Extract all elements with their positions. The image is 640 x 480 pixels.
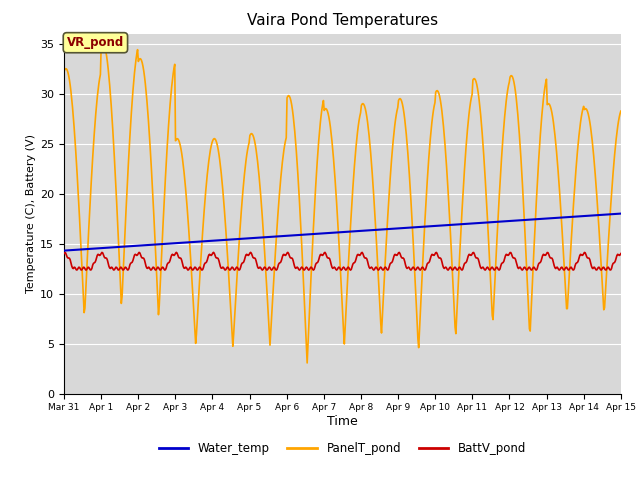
X-axis label: Time: Time: [327, 415, 358, 428]
Y-axis label: Temperature (C), Battery (V): Temperature (C), Battery (V): [26, 134, 36, 293]
Legend: Water_temp, PanelT_pond, BattV_pond: Water_temp, PanelT_pond, BattV_pond: [154, 437, 531, 460]
Text: VR_pond: VR_pond: [67, 36, 124, 49]
Title: Vaira Pond Temperatures: Vaira Pond Temperatures: [247, 13, 438, 28]
